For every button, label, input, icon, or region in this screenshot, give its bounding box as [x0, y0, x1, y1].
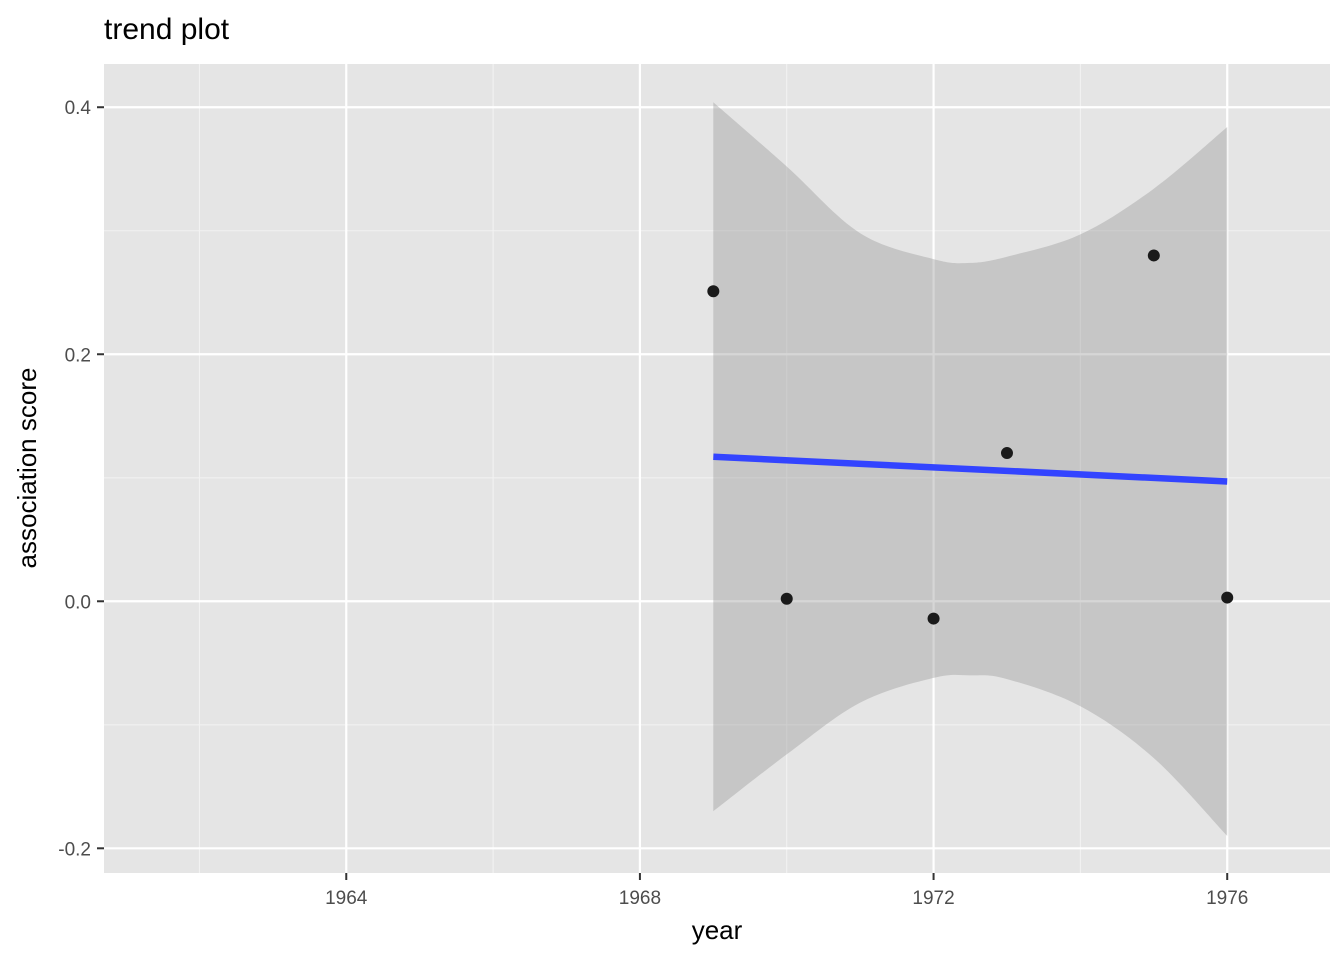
y-tick-label: 0.0 — [65, 592, 91, 613]
trend-line-layer — [713, 453, 1228, 485]
data-point — [1221, 591, 1234, 604]
chart-title: trend plot — [104, 13, 230, 46]
y-tick-label: -0.2 — [58, 839, 91, 860]
y-axis-title: association score — [12, 368, 42, 569]
axes-layer: 1964 1968 1972 1976 -0.2 0.0 0.2 0.4 — [58, 98, 1248, 909]
x-tick-label: 1964 — [325, 888, 368, 909]
plot-panel — [104, 64, 1330, 873]
x-tick-label: 1968 — [619, 888, 661, 909]
y-tick-label: 0.4 — [65, 98, 92, 119]
trend-line — [713, 453, 1228, 485]
data-point — [1147, 249, 1160, 262]
x-tick-label: 1976 — [1206, 888, 1248, 909]
data-points-layer — [707, 249, 1234, 625]
x-axis-title: year — [692, 915, 743, 945]
data-point — [927, 612, 940, 625]
data-point — [1000, 447, 1013, 460]
x-tick-label: 1972 — [912, 888, 954, 909]
y-tick-label: 0.2 — [65, 345, 91, 366]
data-point — [780, 592, 793, 605]
data-point — [707, 285, 720, 298]
